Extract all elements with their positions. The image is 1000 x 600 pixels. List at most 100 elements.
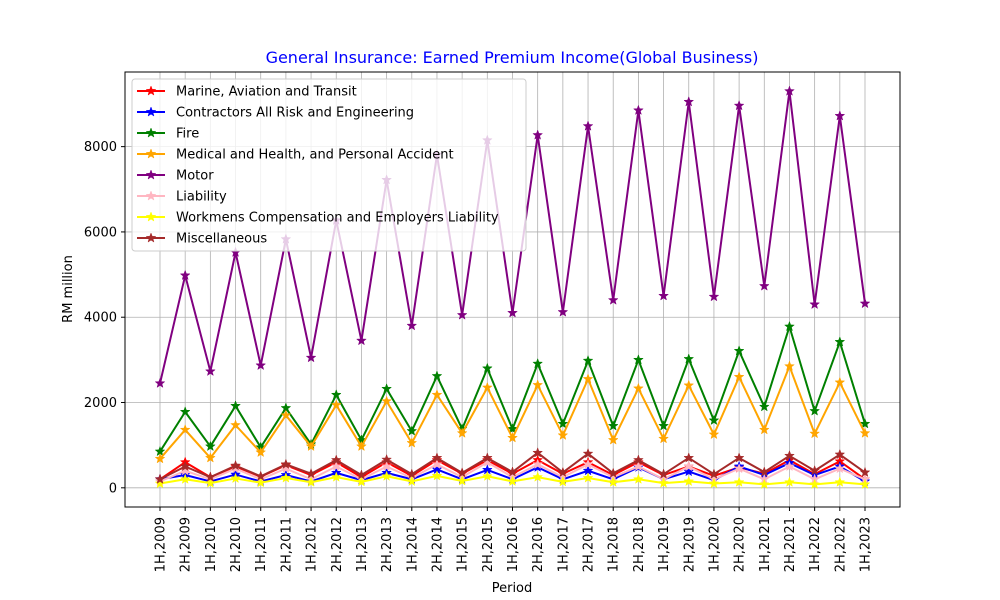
data-point <box>481 362 493 374</box>
legend-label: Fire <box>176 127 199 142</box>
data-point <box>784 85 795 96</box>
data-point <box>557 429 569 440</box>
data-point <box>658 290 670 301</box>
y-tick-label: 4000 <box>84 311 117 326</box>
legend: Marine, Aviation and Transit Contractors … <box>131 78 527 252</box>
data-point <box>431 370 443 381</box>
data-point <box>607 294 619 305</box>
data-point <box>406 437 418 448</box>
data-point <box>582 120 594 131</box>
data-point <box>532 379 544 390</box>
data-point <box>330 460 342 472</box>
data-point <box>481 452 493 463</box>
data-point <box>683 475 695 487</box>
chart-title: General Insurance: Earned Premium Income… <box>266 48 759 67</box>
x-tick-label: 1H,2014 <box>405 517 420 572</box>
data-point <box>255 476 267 488</box>
y-tick-label: 0 <box>109 481 117 496</box>
data-point <box>154 477 166 489</box>
data-point <box>381 470 393 481</box>
x-tick-label: 1H,2011 <box>254 517 269 572</box>
x-tick-label: 2H,2014 <box>430 517 445 572</box>
data-point <box>859 478 871 490</box>
data-point <box>658 468 670 479</box>
data-point <box>733 452 745 463</box>
x-tick-label: 2H,2021 <box>783 517 798 572</box>
data-point <box>758 466 770 477</box>
data-point <box>381 460 393 472</box>
data-point <box>733 371 745 382</box>
data-point <box>330 389 342 400</box>
series <box>154 85 871 388</box>
data-point <box>179 460 191 472</box>
data-point <box>859 418 871 429</box>
data-point <box>532 129 544 140</box>
data-point <box>784 360 795 371</box>
data-point <box>255 470 267 481</box>
data-point <box>632 382 644 394</box>
x-tick-label: 2H,2017 <box>582 517 597 572</box>
data-point <box>456 467 468 478</box>
data-point <box>532 447 544 458</box>
data-point <box>204 365 216 377</box>
data-point <box>632 473 644 484</box>
x-tick-label: 2H,2019 <box>682 517 697 572</box>
data-point <box>809 298 821 310</box>
data-point <box>582 472 594 483</box>
data-point <box>683 379 695 391</box>
legend-label: Liability <box>176 190 227 205</box>
data-point <box>784 460 795 472</box>
data-point <box>431 389 443 400</box>
data-point <box>255 359 267 371</box>
x-tick-label: 1H,2017 <box>556 517 571 572</box>
y-tick-label: 6000 <box>84 225 117 240</box>
x-tick-label: 1H,2010 <box>204 517 219 572</box>
data-point <box>431 458 443 469</box>
data-point <box>507 475 518 487</box>
data-point <box>154 453 166 464</box>
legend-item: Medical and Health, and Personal Acciden… <box>137 148 454 163</box>
x-tick-label: 1H,2023 <box>859 517 874 572</box>
series <box>154 470 871 490</box>
data-point <box>154 473 166 484</box>
data-point <box>708 291 720 302</box>
data-point <box>381 383 393 394</box>
legend-swatch-marker <box>145 232 157 243</box>
x-tick-label: 1H,2018 <box>607 517 622 572</box>
data-point <box>809 478 821 490</box>
data-point <box>557 476 569 487</box>
x-tick-label: 1H,2015 <box>456 517 471 572</box>
legend-label: Medical and Health, and Personal Acciden… <box>176 148 454 163</box>
data-point <box>204 477 216 488</box>
legend-item: Miscellaneous <box>137 232 267 247</box>
data-point <box>381 453 393 465</box>
legend-label: Miscellaneous <box>176 232 267 247</box>
legend-swatch-marker <box>145 85 157 96</box>
y-ticks: 0 2000 4000 6000 8000 <box>84 140 125 496</box>
data-point <box>582 447 594 459</box>
data-point <box>658 420 670 431</box>
x-tick-label: 1H,2009 <box>154 517 169 572</box>
legend-swatch-marker <box>145 148 157 159</box>
legend-item: Fire <box>137 127 199 142</box>
data-point <box>683 96 695 107</box>
data-point <box>758 424 770 435</box>
legend-items: Marine, Aviation and Transit Contractors … <box>137 85 499 247</box>
legend-label: Motor <box>176 169 214 184</box>
data-point <box>632 354 644 365</box>
x-tick-label: 2H,2020 <box>733 517 748 572</box>
data-point <box>708 428 720 440</box>
data-point <box>784 476 795 487</box>
x-tick-label: 2H,2010 <box>229 517 244 572</box>
data-point <box>230 419 241 430</box>
legend-swatch-marker <box>145 169 157 180</box>
data-point <box>658 433 670 444</box>
y-axis-label: RM million <box>61 255 76 323</box>
series <box>154 360 871 464</box>
data-point <box>733 476 745 487</box>
data-point <box>406 320 418 331</box>
data-point <box>230 400 241 411</box>
data-point <box>507 432 518 443</box>
